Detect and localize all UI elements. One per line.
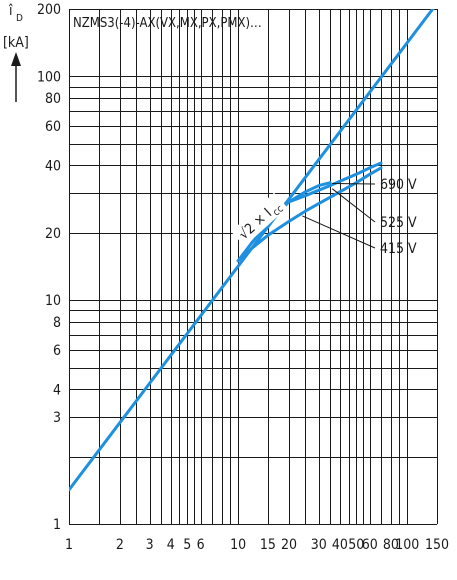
y-tick-label: 60 (45, 119, 61, 135)
y-tick-label: 100 (37, 69, 61, 85)
curve-label: 525 V (380, 215, 417, 231)
x-tick-label: 80 (383, 537, 399, 553)
curve-label: 690 V (380, 177, 417, 193)
x-tick-label: 20 (281, 537, 297, 553)
y-tick-label: 4 (53, 382, 61, 398)
x-tick-label: 60 (362, 537, 378, 553)
grid (69, 9, 438, 525)
y-axis-unit: [kA] (3, 35, 29, 51)
x-tick-label: 1 (65, 537, 73, 553)
annotation-leader (332, 183, 376, 185)
curve-label: 415 V (380, 241, 417, 257)
y-axis-subscript: D (16, 13, 23, 24)
x-tick-label: 30 (311, 537, 327, 553)
y-tick-label: 10 (45, 293, 61, 309)
y-tick-label: 200 (37, 2, 61, 18)
y-tick-label: 3 (53, 410, 61, 426)
y-tick-label: 20 (45, 226, 61, 242)
y-tick-label: 40 (45, 158, 61, 174)
x-tick-label: 100 (395, 537, 419, 553)
x-tick-label: 6 (197, 537, 205, 553)
chart-title: NZMS3(-4)-AX(VX,MX,PX,PMX)… (73, 16, 262, 31)
x-tick-label: 5 (183, 537, 191, 553)
y-tick-label: 1 (53, 517, 61, 533)
annotation-leader (302, 215, 376, 249)
y-axis-arrow-head (11, 52, 21, 66)
y-tick-label: 8 (53, 315, 61, 331)
y-axis-ticks: 1 3 4 6 8 10 20 40 60 80 100 200 (37, 2, 61, 533)
y-axis-label: î D [kA] (3, 3, 29, 102)
diagonal-label-background (230, 192, 288, 247)
series-line-4 (236, 166, 383, 263)
y-tick-label: 80 (45, 91, 61, 107)
x-tick-label: 4 (167, 537, 175, 553)
x-tick-label: 10 (230, 537, 246, 553)
x-tick-label: 15 (260, 537, 276, 553)
x-tick-label: 150 (425, 537, 449, 553)
x-tick-label: 40 (332, 537, 348, 553)
x-tick-label: 50 (348, 537, 364, 553)
annotation-leader (331, 188, 376, 223)
y-tick-label: 6 (53, 343, 61, 359)
x-tick-label: 2 (116, 537, 124, 553)
annotation-leaders (302, 183, 376, 249)
x-tick-label: 3 (146, 537, 154, 553)
y-axis-symbol: î (8, 3, 13, 19)
